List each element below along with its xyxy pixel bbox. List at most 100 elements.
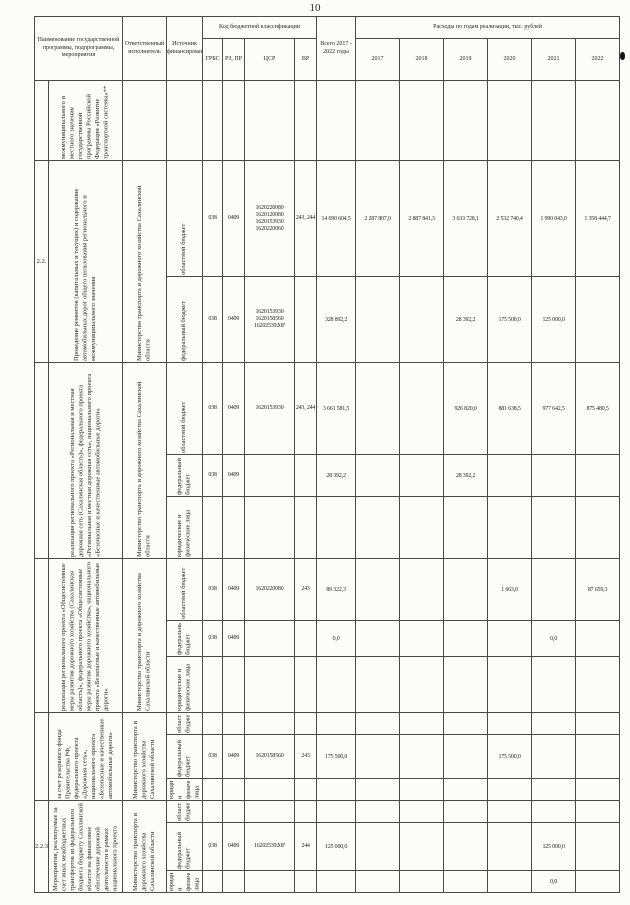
- year-value-cell: [355, 656, 401, 713]
- grbs-cell: [202, 712, 224, 735]
- year-value-cell: [487, 656, 533, 713]
- source-cell: федеральный бюджет: [166, 734, 204, 779]
- program-name-cell: Проведение ремонтов (капитальных и текущ…: [47, 160, 124, 363]
- source-cell: областной бюджет: [166, 362, 204, 455]
- vr-cell: 243: [294, 734, 318, 779]
- year-value-cell: [575, 656, 621, 713]
- year-value-cell: [575, 712, 621, 735]
- source-cell-text: областной бюджет: [176, 802, 192, 821]
- program-name-cell: за счет резервного фонда Правительства Р…: [47, 712, 124, 801]
- year-value-cell: [531, 800, 577, 823]
- year-value-cell: [355, 496, 401, 559]
- table-row: федеральный бюджет 038 0409 1620153930 1620…: [35, 276, 621, 363]
- year-value-cell: [531, 558, 577, 621]
- source-cell-text: юридические и физические лица: [176, 663, 192, 711]
- rzpr-cell: 0409: [222, 558, 246, 621]
- program-name-cell-text: Проведение ремонтов (капитальных и текущ…: [72, 187, 97, 361]
- vr-cell: [294, 870, 318, 893]
- source-cell-text: юридические и физические лица: [176, 509, 192, 557]
- year-value-cell: [531, 734, 577, 779]
- source-cell-text: федеральный бюджет: [176, 831, 192, 869]
- source-cell: областной бюджет: [166, 800, 204, 823]
- program-name-cell: реализация регионального проекта «Общеси…: [47, 558, 124, 713]
- total-cell: [316, 800, 357, 823]
- header-grbs: ГРБС: [202, 38, 224, 81]
- year-value-cell: [487, 822, 533, 871]
- vr-cell: [294, 620, 318, 657]
- program-name-cell-text: Мероприятия, реализуемые за счет иных ме…: [51, 802, 119, 891]
- year-value-cell: [443, 822, 489, 871]
- year-value-cell: [355, 276, 401, 363]
- year-value-cell: [443, 800, 489, 823]
- grbs-cell: 038: [202, 822, 224, 871]
- budget-table: Наименование государственной программы, …: [33, 16, 621, 893]
- grbs-cell: 038: [202, 160, 224, 277]
- table-row: реализация регионального проекта «Общеси…: [34, 558, 621, 713]
- executor-cell: Министерство транспорта и дорожного хозя…: [122, 362, 168, 559]
- source-cell: федеральный бюджет: [166, 620, 204, 657]
- program-name-cell: реализация регионального проекта «Регион…: [47, 362, 124, 559]
- csr-cell: [244, 712, 296, 735]
- source-cell-text: областной бюджет: [180, 401, 188, 453]
- total-cell: [316, 496, 357, 559]
- row-number-cell: [34, 80, 49, 161]
- year-value-cell: [443, 80, 489, 161]
- vr-cell: 243: [294, 558, 318, 621]
- year-value-cell: [575, 778, 621, 801]
- year-value-cell: [531, 656, 577, 713]
- page-number: 10: [309, 2, 321, 14]
- year-value-cell: [575, 620, 621, 657]
- year-value-cell: 1 358 444,7: [575, 160, 621, 277]
- row-number-cell: [34, 558, 49, 713]
- year-value-cell: [575, 276, 621, 363]
- source-cell: юридические и физические лица: [166, 778, 204, 801]
- year-value-cell: [399, 362, 445, 455]
- csr-cell: [244, 656, 296, 713]
- header-year-2019: 2019: [443, 38, 489, 81]
- vr-cell: [294, 276, 318, 363]
- vr-cell: 244: [294, 822, 318, 871]
- year-value-cell: [443, 558, 489, 621]
- scan-artifact: [620, 52, 625, 60]
- year-value-cell: 2 887 841,3: [399, 160, 445, 277]
- year-value-cell: 175 500,0: [487, 734, 533, 779]
- grbs-cell: 038: [202, 620, 224, 657]
- vr-cell: [294, 778, 318, 801]
- csr-cell: 1620153930: [244, 362, 296, 455]
- grbs-cell: [202, 656, 224, 713]
- total-cell: 89 322,3: [316, 558, 357, 621]
- year-value-cell: [575, 800, 621, 823]
- source-cell: [166, 80, 204, 161]
- source-cell-text: федеральный бюджет: [176, 739, 192, 777]
- vr-cell: 243, 244: [294, 362, 318, 455]
- source-cell-text: юридические и физические лица: [168, 872, 201, 891]
- csr-cell: [244, 496, 296, 559]
- executor-cell-text: Министерство транспорта и дорожного хозя…: [136, 380, 152, 557]
- vr-cell: [294, 454, 318, 497]
- source-cell: федеральный бюджет: [166, 822, 204, 871]
- grbs-cell: [202, 80, 224, 161]
- csr-cell: [244, 80, 296, 161]
- program-name-cell: Мероприятия, реализуемые за счет иных ме…: [47, 800, 124, 893]
- year-value-cell: [399, 712, 445, 735]
- vr-cell: [294, 496, 318, 559]
- rzpr-cell: 0409: [222, 160, 246, 277]
- year-value-cell: [443, 496, 489, 559]
- grbs-cell: 038: [202, 734, 224, 779]
- executor-cell-text: Министерство транспорта и дорожного хозя…: [131, 812, 156, 891]
- year-value-cell: 1 990 043,0: [531, 160, 577, 277]
- source-cell-text: юридические и физические лица: [168, 780, 201, 799]
- year-value-cell: [399, 558, 445, 621]
- csr-cell: [244, 620, 296, 657]
- grbs-cell: [202, 800, 224, 823]
- year-value-cell: 87 659,3: [575, 558, 621, 621]
- csr-cell: [244, 778, 296, 801]
- year-value-cell: 175 500,0: [487, 276, 533, 363]
- source-cell-text: областной бюджет: [180, 223, 188, 275]
- row-number-cell: [34, 712, 49, 801]
- source-cell: областной бюджет: [166, 558, 204, 621]
- grbs-cell: 038: [202, 276, 224, 363]
- header-year-2017: 2017: [355, 38, 401, 81]
- year-value-cell: [443, 620, 489, 657]
- total-cell: 125 000,0: [316, 822, 357, 871]
